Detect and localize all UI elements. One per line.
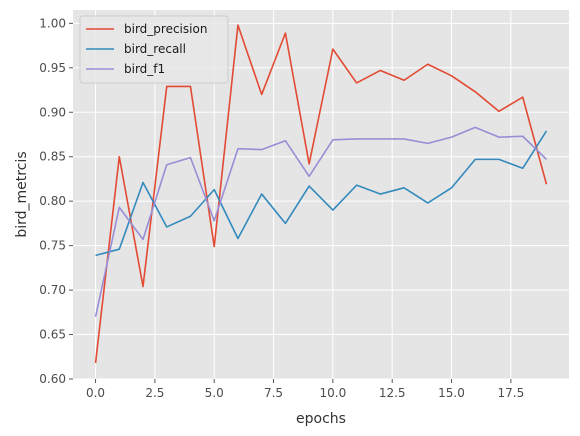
y-tick-label: 0.65 (39, 328, 66, 342)
y-axis-ticks: 0.60 0.65 0.70 0.75 0.80 0.85 0.90 0.95 1.00 (39, 16, 73, 386)
x-axis-label: epochs (296, 411, 346, 427)
y-tick-label: 0.85 (39, 150, 66, 164)
x-axis-ticks: 0.0 2.5 5.0 7.5 10.0 12.5 15.0 17.5 (86, 379, 524, 400)
x-tick-label: 5.0 (205, 386, 224, 400)
y-tick-label: 0.75 (39, 239, 66, 253)
y-tick-label: 0.90 (39, 105, 66, 119)
legend-box (79, 15, 229, 84)
x-tick-label: 17.5 (497, 386, 524, 400)
x-tick-label: 15.0 (438, 386, 465, 400)
series-lines (94, 24, 548, 364)
x-tick-label: 12.5 (379, 386, 406, 400)
legend: bird_precision bird_recall bird_f1 (79, 15, 229, 84)
legend-entry-bird_precision: bird_precision (124, 22, 207, 36)
x-tick-label: 2.5 (145, 386, 164, 400)
series-line-bird_recall (95, 130, 548, 257)
y-tick-label: 0.60 (39, 372, 66, 386)
x-tick-label: 0.0 (86, 386, 105, 400)
legend-entry-bird_f1: bird_f1 (124, 62, 165, 76)
series-line-bird_f1 (94, 126, 548, 317)
x-tick-label: 10.0 (320, 386, 347, 400)
legend-entry-bird_recall: bird_recall (124, 42, 186, 56)
x-tick-label: 7.5 (264, 386, 283, 400)
y-tick-label: 0.95 (39, 61, 66, 75)
y-tick-label: 0.70 (39, 283, 66, 297)
series-line-bird_precision (94, 24, 548, 364)
y-tick-label: 1.00 (39, 16, 66, 30)
y-axis-label: bird_metrcis (14, 151, 30, 237)
y-tick-label: 0.80 (39, 194, 66, 208)
